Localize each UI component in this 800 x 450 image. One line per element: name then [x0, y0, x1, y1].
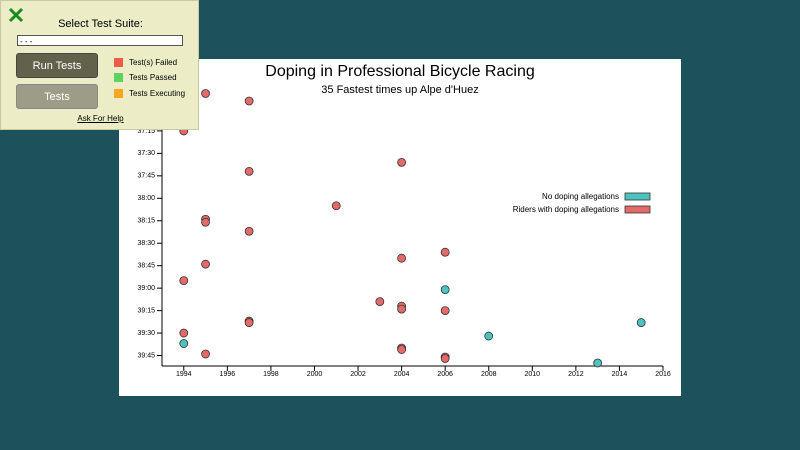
data-point [397, 345, 407, 354]
help-link[interactable]: Ask For Help [77, 114, 124, 123]
x-tick-label: 2000 [307, 371, 323, 378]
x-tick-label: 2014 [612, 371, 628, 378]
data-point [484, 331, 494, 341]
data-point [244, 226, 254, 236]
data-point [201, 349, 210, 359]
x-tick-label: 1994 [176, 371, 192, 378]
suite-select[interactable]: - - - [17, 35, 183, 46]
legend-label: Tests Executing [129, 89, 186, 98]
data-point [440, 285, 450, 295]
y-tick-label: 37:15 [137, 128, 155, 135]
legend-swatch [624, 205, 651, 214]
legend-item: Tests Executing [114, 89, 186, 99]
y-tick-label: 38:45 [137, 263, 155, 270]
close-icon[interactable] [8, 7, 24, 23]
x-tick-label: 2010 [525, 371, 541, 378]
data-point [179, 276, 189, 286]
data-point [201, 89, 210, 98]
data-point [375, 297, 385, 307]
data-point [201, 217, 210, 227]
legend-label: Riders with doping allegations [513, 205, 619, 214]
data-point [201, 259, 210, 269]
legend-label: Test(s) Failed [129, 58, 178, 67]
legend-label: No doping allegations [542, 192, 619, 201]
y-tick-label: 39:45 [137, 352, 155, 359]
y-tick-label: 37:30 [137, 150, 155, 157]
legend-swatch [624, 192, 651, 201]
test-panel: Select Test Suite: - - - Run Tests Tests… [0, 0, 199, 130]
y-tick-label: 39:00 [137, 285, 155, 292]
data-point [244, 318, 254, 327]
data-point [331, 201, 341, 211]
tests-button[interactable]: Tests [16, 84, 98, 109]
x-tick-label: 2008 [481, 371, 497, 378]
y-tick-label: 37:45 [137, 173, 155, 180]
data-point [440, 354, 450, 363]
legend-item: Test(s) Failed [114, 58, 178, 68]
chart-subtitle: 35 Fastest times up Alpe d'Huez [321, 84, 478, 96]
legend-item: Tests Passed [114, 73, 177, 83]
chart-background [119, 59, 681, 396]
x-tick-label: 2012 [568, 371, 584, 378]
y-tick-label: 38:15 [137, 218, 155, 225]
x-tick-label: 1998 [263, 371, 279, 378]
data-point [440, 247, 450, 257]
y-tick-label: 39:15 [137, 307, 155, 314]
data-point [244, 166, 254, 176]
x-tick-label: 2004 [394, 371, 410, 378]
data-point [397, 157, 407, 167]
x-tick-label: 1996 [220, 371, 236, 378]
data-point [397, 304, 407, 314]
data-point [397, 253, 407, 263]
data-point [179, 328, 189, 338]
data-point [440, 306, 450, 315]
data-point [636, 318, 646, 327]
data-point [179, 339, 189, 348]
data-point [593, 358, 603, 368]
y-tick-label: 38:00 [137, 195, 155, 202]
legend-label: Tests Passed [129, 73, 177, 82]
data-point [244, 96, 254, 106]
chart-title: Doping in Professional Bicycle Racing [265, 63, 534, 80]
panel-title: Select Test Suite: [58, 18, 143, 30]
y-tick-label: 39:30 [137, 330, 155, 337]
x-tick-label: 2016 [655, 371, 671, 378]
x-tick-label: 2006 [437, 371, 453, 378]
run-tests-button[interactable]: Run Tests [16, 53, 98, 78]
x-tick-label: 2002 [350, 371, 366, 378]
y-tick-label: 38:30 [137, 240, 155, 247]
